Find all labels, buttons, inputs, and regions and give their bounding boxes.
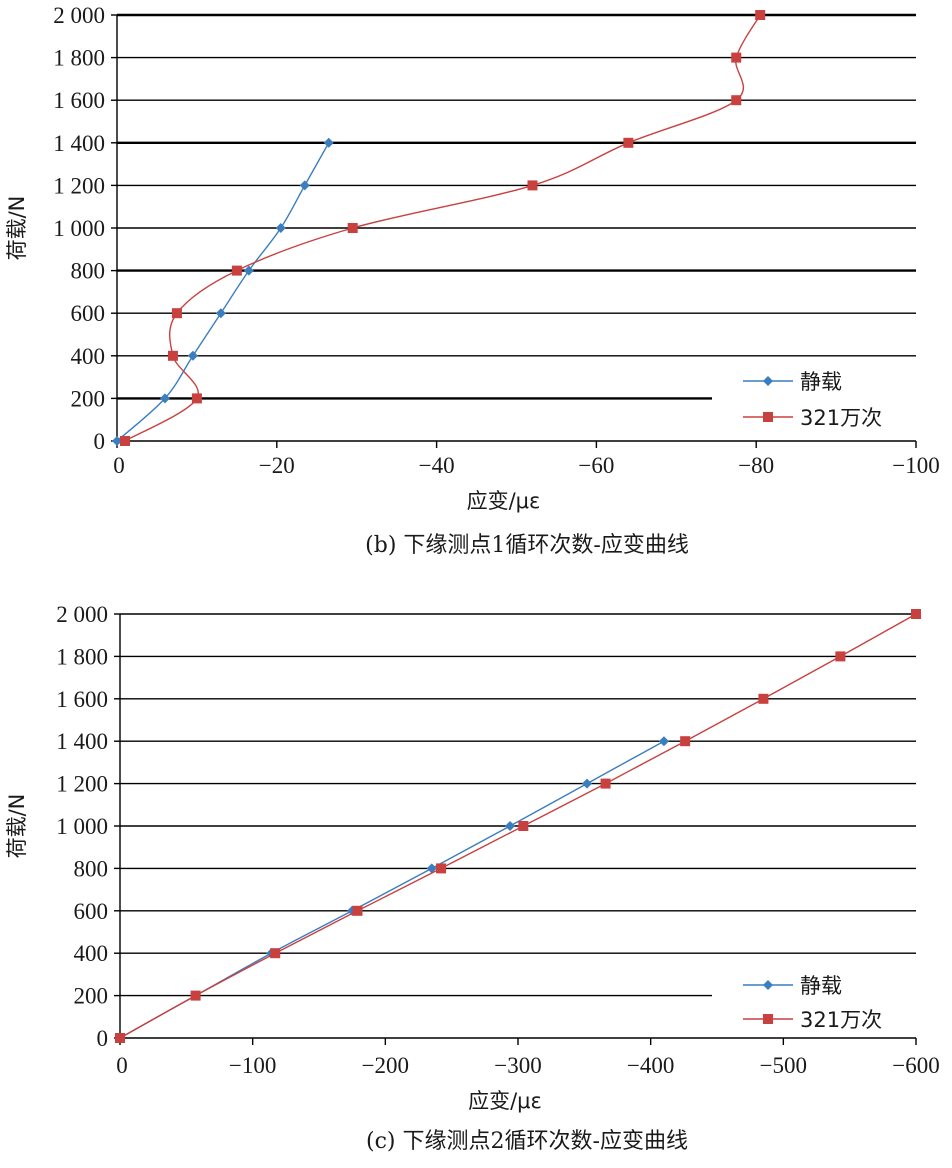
y-tick-label: 0 bbox=[97, 1026, 109, 1051]
legend-label: 静载 bbox=[800, 370, 842, 394]
data-point bbox=[518, 821, 529, 831]
data-point bbox=[243, 265, 254, 276]
y-tick-label: 2 000 bbox=[53, 3, 105, 28]
x-tick-label: −400 bbox=[627, 1053, 674, 1078]
y-tick-label: 200 bbox=[71, 386, 106, 411]
y-tick-label: 1 800 bbox=[56, 644, 108, 669]
x-tick-label: −40 bbox=[419, 453, 455, 478]
legend-swatch-marker bbox=[763, 1014, 773, 1024]
series-cyclic-load bbox=[119, 10, 766, 446]
data-point bbox=[658, 736, 669, 747]
y-tick-label: 1 400 bbox=[56, 729, 108, 754]
y-tick-label: 600 bbox=[74, 899, 109, 924]
data-point bbox=[190, 990, 201, 1001]
data-point bbox=[758, 693, 769, 704]
data-point bbox=[731, 52, 742, 63]
data-point bbox=[911, 609, 921, 619]
y-tick-label: 600 bbox=[71, 301, 106, 326]
data-point bbox=[270, 948, 281, 959]
x-tick-label: −20 bbox=[259, 453, 295, 478]
data-point bbox=[112, 436, 122, 446]
data-point bbox=[581, 778, 592, 789]
x-tick-label: −100 bbox=[892, 453, 939, 478]
data-point bbox=[187, 350, 198, 361]
data-point bbox=[171, 308, 182, 319]
data-point bbox=[299, 180, 310, 191]
series-cyclic-load bbox=[115, 609, 921, 1043]
x-tick-label: −600 bbox=[892, 1053, 939, 1078]
data-point bbox=[436, 863, 447, 874]
series-line bbox=[116, 142, 330, 442]
y-tick-label: 1 200 bbox=[56, 772, 108, 797]
data-point bbox=[167, 350, 178, 361]
y-tick-label: 400 bbox=[71, 344, 106, 369]
y-tick-label: 800 bbox=[71, 259, 106, 284]
legend: 静载 321万次 bbox=[743, 370, 882, 430]
legend-label: 321万次 bbox=[800, 406, 882, 430]
data-point bbox=[323, 137, 334, 148]
y-tick-label: 1 000 bbox=[56, 814, 108, 839]
y-tick-label: 1 800 bbox=[53, 46, 105, 71]
data-point bbox=[191, 393, 202, 404]
x-tick-label: −80 bbox=[738, 453, 774, 478]
gridlines bbox=[117, 13, 916, 400]
data-point bbox=[159, 393, 170, 404]
y-axis-title: 荷载/N bbox=[5, 794, 29, 859]
data-point bbox=[275, 223, 286, 233]
y-tick-label: 1 400 bbox=[53, 131, 105, 156]
legend-label: 静载 bbox=[800, 974, 842, 998]
y-tick-label: 800 bbox=[74, 856, 109, 881]
chart-panel-c: 0 −100 −200 −300 −400 −500 −600 0 200 400 600 800 1 … bbox=[5, 602, 940, 1154]
x-tick-label: −60 bbox=[578, 453, 614, 478]
series-line bbox=[119, 740, 665, 1039]
legend: 静载 321万次 bbox=[743, 974, 882, 1032]
x-axis-title: 应变/με bbox=[468, 1089, 542, 1113]
data-point bbox=[527, 180, 538, 191]
gridlines bbox=[120, 613, 916, 997]
data-point bbox=[215, 308, 226, 319]
legend-swatch-marker bbox=[763, 376, 773, 386]
data-point bbox=[731, 95, 742, 106]
x-axis-title: 应变/με bbox=[467, 489, 541, 513]
data-point bbox=[680, 736, 691, 747]
legend-label: 321万次 bbox=[800, 1008, 882, 1032]
x-tick-label: 0 bbox=[116, 1053, 128, 1078]
data-point bbox=[600, 778, 611, 789]
y-tick-label: 1 000 bbox=[53, 216, 105, 241]
data-point bbox=[835, 651, 846, 662]
y-axis-title: 荷载/N bbox=[5, 196, 29, 261]
data-point bbox=[115, 1033, 125, 1043]
y-tick-label: 1 600 bbox=[53, 88, 105, 113]
legend-swatch-marker bbox=[763, 980, 773, 990]
x-tick-label: −500 bbox=[760, 1053, 807, 1078]
data-point bbox=[347, 223, 358, 233]
data-point bbox=[623, 137, 634, 148]
y-tick-label: 2 000 bbox=[56, 602, 108, 627]
y-tick-label: 400 bbox=[74, 941, 109, 966]
x-tick-label: −300 bbox=[494, 1053, 541, 1078]
y-tick-label: 1 600 bbox=[56, 687, 108, 712]
data-point bbox=[119, 436, 130, 446]
x-tick-label: −100 bbox=[229, 1053, 276, 1078]
x-tick-label: −200 bbox=[362, 1053, 409, 1078]
x-tick-label: 0 bbox=[113, 453, 125, 478]
series-static-load bbox=[112, 137, 334, 446]
y-tick-label: 0 bbox=[94, 429, 106, 454]
y-tick-label: 1 200 bbox=[53, 173, 105, 198]
figure-caption: (c) 下缘测点2循环次数-应变曲线 bbox=[366, 1129, 688, 1154]
figure-caption: (b) 下缘测点1循环次数-应变曲线 bbox=[365, 533, 689, 558]
data-point bbox=[755, 10, 766, 20]
legend-swatch-marker bbox=[763, 412, 773, 422]
data-point bbox=[352, 905, 363, 916]
data-point bbox=[426, 863, 437, 874]
data-point bbox=[231, 265, 242, 276]
data-point bbox=[505, 821, 516, 831]
y-tick-label: 200 bbox=[74, 984, 109, 1009]
